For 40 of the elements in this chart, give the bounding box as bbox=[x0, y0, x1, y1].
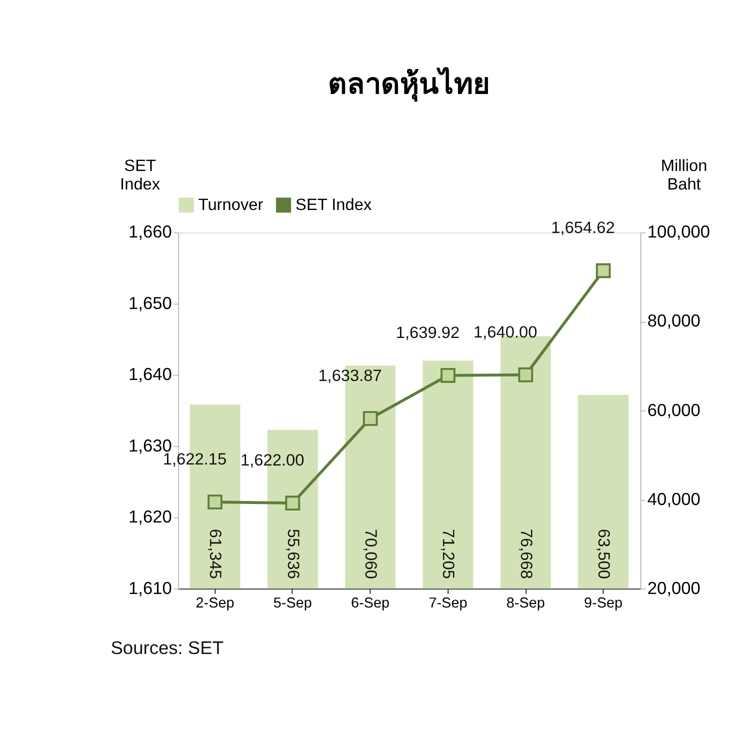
data-label: 71,205 bbox=[439, 528, 458, 579]
data-label: 1,633.87 bbox=[318, 366, 382, 385]
y2-tick-label: 40,000 bbox=[647, 488, 700, 509]
legend-label: Turnover bbox=[198, 196, 264, 214]
y-tick-label: 1,620 bbox=[128, 506, 172, 527]
data-label: 76,668 bbox=[516, 528, 535, 579]
y-tick-label: 1,630 bbox=[128, 435, 172, 456]
y-tick-label: 1,650 bbox=[128, 292, 172, 313]
x-tick-label: 8-Sep bbox=[506, 595, 545, 612]
data-label: 55,636 bbox=[284, 528, 302, 579]
x-tick-label: 5-Sep bbox=[273, 595, 312, 612]
x-tick-label: 9-Sep bbox=[584, 595, 623, 612]
data-label: 61,345 bbox=[206, 528, 224, 579]
x-tick-label: 7-Sep bbox=[428, 595, 468, 612]
legend-label: SET Index bbox=[296, 196, 372, 214]
point bbox=[518, 367, 534, 382]
y2-tick-label: 60,000 bbox=[647, 400, 700, 420]
y2-tick-label: 80,000 bbox=[647, 310, 700, 331]
data-label: 1,622.00 bbox=[240, 452, 304, 470]
y2-tick-label: 100,000 bbox=[647, 222, 710, 242]
data-label: 70,060 bbox=[362, 528, 380, 579]
y-tick-label: 1,640 bbox=[128, 364, 172, 384]
data-label: 1,640.00 bbox=[474, 323, 538, 342]
point bbox=[285, 496, 300, 510]
point bbox=[440, 368, 456, 383]
y2-axis-title: Million Baht bbox=[660, 157, 708, 194]
y-axis-title: SET Index bbox=[120, 157, 160, 194]
x-tick-label: 2-Sep bbox=[196, 595, 234, 612]
source-note: Sources: SET bbox=[110, 637, 224, 658]
point bbox=[596, 263, 611, 278]
y-tick-label: 1,610 bbox=[128, 578, 172, 598]
data-label: 1,639.92 bbox=[396, 324, 460, 342]
x-tick-label: 6-Sep bbox=[351, 595, 390, 612]
y-tick-label: 1,660 bbox=[128, 222, 172, 242]
chart-title: ตลาดหุ้นไทย bbox=[328, 66, 490, 102]
y2-tick-label: 20,000 bbox=[647, 578, 700, 598]
data-label: 63,500 bbox=[594, 528, 613, 579]
data-label: 1,654.62 bbox=[551, 219, 615, 238]
point bbox=[208, 494, 222, 510]
point bbox=[362, 411, 378, 426]
